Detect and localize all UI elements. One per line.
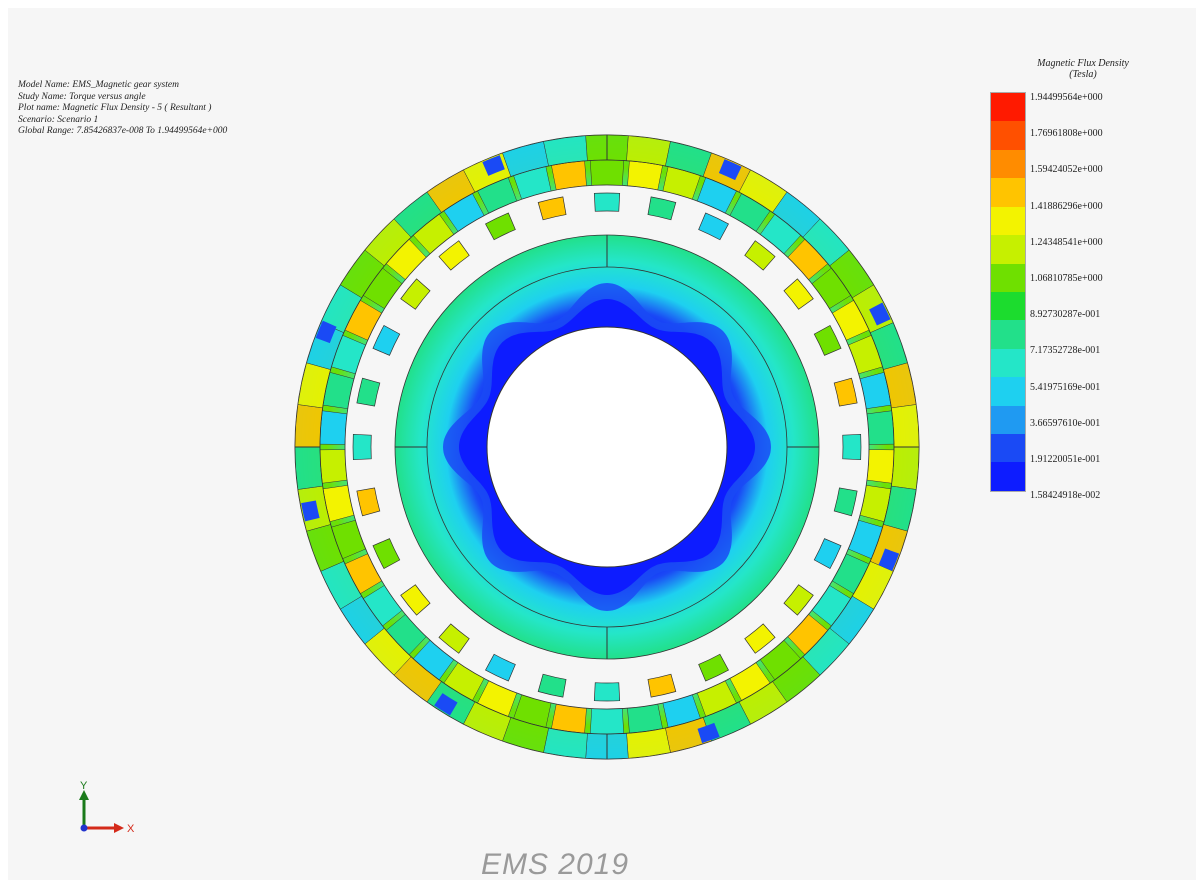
- outer-inner-magnet-segment: [590, 159, 624, 186]
- pole-piece: [833, 377, 858, 407]
- pole-piece: [647, 196, 677, 221]
- flux-low-spot: [718, 159, 742, 181]
- pole-piece: [813, 538, 842, 569]
- pole-piece: [783, 278, 814, 310]
- shaft-bore: [486, 326, 728, 568]
- flux-low-spot: [315, 320, 337, 344]
- flux-low-spot: [482, 155, 505, 176]
- plot-info-panel: Model Name: EMS_Magnetic gear system Stu…: [18, 80, 227, 138]
- legend-value-label: 1.06810785e+000: [1030, 273, 1103, 284]
- outer-magnet-segment: [294, 446, 323, 490]
- pole-piece: [485, 212, 516, 241]
- x-axis-arrowhead: [114, 823, 124, 833]
- pole-piece: [485, 653, 516, 682]
- pole-piece: [833, 487, 858, 517]
- study-name-text: Study Name: Torque versus angle: [18, 91, 146, 102]
- pole-piece: [537, 196, 567, 221]
- legend-color-swatch: [991, 462, 1025, 491]
- outer-inner-magnet-segment: [590, 708, 624, 735]
- legend-value-label: 8.92730287e-001: [1030, 309, 1101, 321]
- legend-value-label: 7.17352728e-001: [1030, 345, 1101, 357]
- legend-value-label: 1.76961808e+000: [1030, 128, 1103, 140]
- outer-inner-magnet-segment: [319, 410, 348, 445]
- legend-value-label: 1.94499564e+000: [1030, 92, 1103, 103]
- legend-value-label: 1.91220051e-001: [1030, 454, 1101, 465]
- legend-color-swatch: [991, 206, 1025, 236]
- pole-piece: [400, 278, 431, 310]
- legend-value-label: 1.24348541e+000: [1030, 236, 1103, 248]
- x-axis-label: X: [127, 823, 135, 835]
- legend-color-swatch: [991, 178, 1025, 207]
- pole-piece: [842, 433, 862, 461]
- legend-value-label: 3.66597610e-001: [1030, 417, 1101, 429]
- pole-piece: [698, 653, 729, 682]
- outer-inner-magnet-segment: [627, 703, 663, 734]
- pole-pieces: [352, 192, 862, 702]
- flux-low-spot: [869, 302, 891, 326]
- pole-piece: [744, 623, 776, 654]
- outer-magnet-segment: [294, 404, 323, 448]
- legend-value-label: 1.58424918e-002: [1030, 490, 1101, 502]
- pole-piece: [813, 325, 842, 356]
- legend-color-swatch: [991, 235, 1025, 264]
- legend-color-swatch: [991, 377, 1025, 406]
- pole-piece: [783, 584, 814, 616]
- pole-piece: [698, 212, 729, 241]
- pole-piece: [647, 673, 677, 698]
- legend-title-text: Magnetic Flux Density: [1037, 58, 1129, 69]
- legend-value-label: 1.59424052e+000: [1030, 164, 1103, 176]
- outer-inner-magnet-segment: [627, 160, 663, 191]
- pole-piece: [372, 538, 401, 569]
- inner-rotor-seams: [295, 135, 919, 759]
- pole-piece: [438, 240, 470, 271]
- y-axis-label: Y: [80, 780, 88, 792]
- legend-color-swatch: [991, 405, 1025, 435]
- legend-color-swatch: [991, 121, 1025, 150]
- plot-name-text: Plot name: Magnetic Flux Density - 5 ( R…: [18, 103, 212, 113]
- pole-piece: [356, 487, 381, 517]
- outer-magnet-segment: [891, 446, 920, 490]
- outer-inner-magnet-segment: [866, 410, 895, 445]
- legend-color-swatch: [991, 348, 1025, 378]
- legend-color-swatch: [991, 263, 1025, 292]
- z-axis-dot: [80, 824, 88, 832]
- pole-piece: [372, 325, 401, 356]
- pole-piece: [356, 377, 381, 407]
- legend-color-swatch: [991, 320, 1025, 349]
- flux-low-spot: [697, 722, 720, 744]
- scenario-text: Scenario: Scenario 1: [18, 114, 99, 125]
- legend-unit-text: (Tesla): [1069, 69, 1097, 80]
- legend-color-swatch: [991, 93, 1025, 122]
- flux-low-spot: [878, 548, 900, 571]
- outer-inner-magnet-segment: [551, 703, 587, 734]
- global-range-text: Global Range: 7.85426837e-008 To 1.94499…: [18, 126, 228, 136]
- legend-color-bar: [990, 92, 1026, 492]
- pole-piece: [400, 584, 431, 616]
- outer-inner-magnet-segment: [866, 449, 895, 484]
- pole-piece: [537, 673, 567, 698]
- flux-low-spot: [434, 693, 458, 716]
- outer-inner-magnet-segment: [319, 449, 348, 484]
- watermark-text: EMS 2019: [480, 848, 630, 881]
- pole-piece: [593, 192, 621, 212]
- legend-color-swatch: [991, 149, 1025, 179]
- legend-title: Magnetic Flux Density (Tesla): [1003, 58, 1163, 80]
- pole-piece: [593, 682, 621, 702]
- legend-value-label: 5.41975169e-001: [1030, 381, 1101, 393]
- outer-magnet-segment: [891, 404, 920, 448]
- flux-low-spot: [301, 500, 320, 522]
- axis-triad: Y X: [79, 780, 135, 835]
- pole-piece: [352, 433, 372, 461]
- legend-value-label: 1.41886296e+000: [1030, 200, 1103, 212]
- outer-inner-magnet-segment: [551, 160, 587, 191]
- legend-color-swatch: [991, 434, 1025, 463]
- model-name-text: Model Name: EMS_Magnetic gear system: [18, 80, 179, 90]
- pole-piece: [438, 623, 470, 654]
- pole-piece: [744, 240, 776, 271]
- y-axis-arrowhead: [79, 790, 89, 800]
- legend-color-swatch: [991, 291, 1025, 321]
